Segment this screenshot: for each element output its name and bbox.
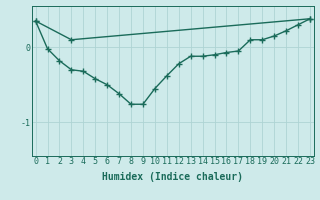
X-axis label: Humidex (Indice chaleur): Humidex (Indice chaleur) [102,172,243,182]
